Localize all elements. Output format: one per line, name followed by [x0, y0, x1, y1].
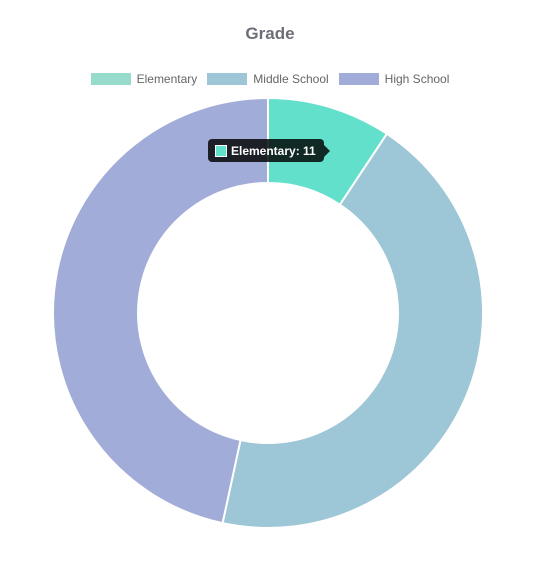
legend-swatch-high-school [338, 73, 379, 85]
legend-label-high-school: High School [384, 72, 450, 86]
slice-middle-school[interactable] [221, 132, 484, 529]
tooltip-color-swatch [215, 144, 227, 157]
legend-label-elementary: Elementary [136, 72, 198, 86]
legend-swatch-middle-school [207, 73, 248, 85]
legend-swatch-elementary [90, 73, 131, 85]
chart-tooltip: Elementary: 11 [208, 139, 330, 162]
legend-item-middle-school[interactable]: Middle School [207, 72, 329, 86]
tooltip-text: Elementary: 11 [231, 143, 316, 158]
chart-legend: Elementary Middle School High School [0, 72, 540, 86]
slice-high-school[interactable] [52, 96, 269, 525]
legend-item-high-school[interactable]: High School [338, 72, 450, 86]
chart-title: Grade [245, 24, 295, 43]
legend-label-middle-school: Middle School [253, 72, 329, 86]
legend-item-elementary[interactable]: Elementary [90, 72, 198, 86]
